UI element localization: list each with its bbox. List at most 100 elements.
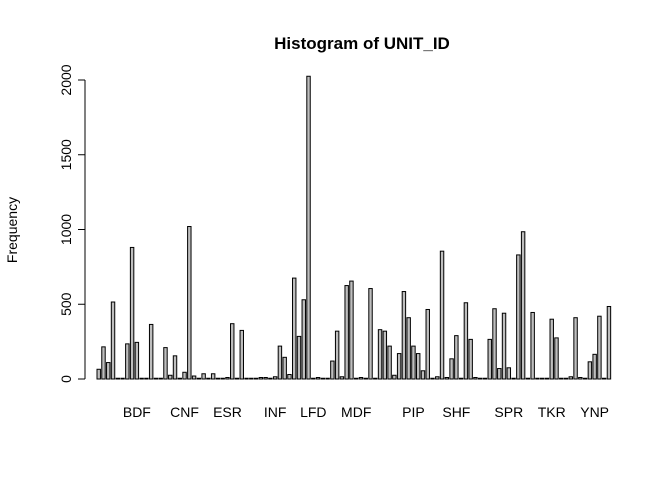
histogram-bar: [444, 377, 450, 380]
x-tick-label: YNP: [580, 404, 609, 420]
histogram-bar: [301, 299, 306, 380]
histogram-bar: [125, 343, 130, 380]
histogram-bar: [396, 353, 402, 380]
histogram-bar: [120, 377, 125, 380]
histogram-bar: [334, 330, 340, 380]
histogram-bar: [454, 335, 459, 380]
y-tick-label: 0: [58, 375, 74, 383]
histogram-bar: [401, 291, 407, 380]
x-tick-label: ESR: [213, 404, 242, 420]
chart-title: Histogram of UNIT_ID: [274, 34, 450, 53]
x-tick-label: INF: [264, 404, 287, 420]
histogram-bar: [477, 377, 483, 380]
histogram-bar: [230, 323, 235, 380]
histogram-bar: [101, 346, 106, 380]
histogram-bar: [597, 315, 602, 380]
histogram-bar: [578, 377, 583, 380]
histogram-bar: [344, 285, 349, 380]
histogram-bar: [415, 353, 421, 380]
histogram-bar: [601, 377, 607, 380]
histogram-bar: [239, 329, 244, 380]
histogram-bar: [144, 377, 149, 380]
histogram-bar: [220, 377, 225, 380]
histogram-bar: [592, 353, 597, 380]
histogram-bar: [497, 368, 502, 380]
histogram-bar: [187, 226, 192, 380]
histogram-bar: [215, 377, 221, 380]
histogram-bar: [377, 329, 383, 380]
histogram-bar: [110, 301, 116, 380]
histogram-bar: [163, 347, 168, 380]
y-tick-label: 500: [58, 292, 74, 316]
histogram-bar: [482, 377, 488, 380]
x-tick-label: PIP: [402, 404, 425, 420]
y-axis-title: Frequency: [4, 197, 20, 263]
histogram-bar: [358, 377, 364, 380]
histogram-bar: [363, 377, 368, 380]
histogram-bar: [492, 308, 497, 380]
histogram-bar: [287, 374, 292, 380]
histogram-bar: [153, 377, 159, 380]
y-tick-label: 1500: [58, 139, 74, 170]
histogram-bar: [587, 361, 593, 380]
histogram-bar: [191, 375, 197, 380]
histogram-bar: [392, 374, 397, 380]
histogram-bar: [115, 377, 120, 380]
histogram-bar: [506, 367, 512, 380]
histogram-bar: [544, 377, 550, 380]
y-tick-label: 1000: [58, 214, 74, 245]
histogram-bar: [206, 377, 211, 380]
histogram-bar: [201, 373, 206, 380]
histogram-bar: [339, 376, 345, 380]
histogram-bar: [168, 374, 173, 380]
y-tick-label: 2000: [58, 64, 74, 95]
histogram-bar: [525, 377, 531, 380]
bars-group: [96, 75, 612, 380]
y-axis: 0 500 1000 1500 2000: [58, 64, 86, 383]
histogram-bar: [129, 246, 135, 380]
x-tick-label: LFD: [300, 404, 326, 420]
histogram-bar: [449, 358, 454, 380]
histogram-bar: [158, 377, 163, 380]
histogram-bar: [249, 377, 254, 380]
histogram-bar: [582, 377, 588, 380]
histogram-bar: [263, 377, 268, 380]
histogram-bar: [559, 377, 564, 380]
histogram-bar: [182, 371, 187, 380]
histogram-bar: [539, 377, 545, 380]
histogram-bar: [516, 254, 521, 380]
histogram-bar: [468, 338, 473, 380]
histogram-bar: [463, 302, 469, 380]
histogram-bar: [425, 308, 430, 380]
histogram-bar: [325, 377, 330, 380]
histogram-bar: [473, 377, 478, 380]
x-tick-label: TKR: [538, 404, 566, 420]
histogram-bar: [296, 335, 302, 380]
histogram-bar: [435, 376, 440, 380]
histogram-bar: [430, 377, 435, 380]
histogram-bar: [368, 288, 373, 380]
histogram-bar: [177, 377, 182, 380]
x-tick-label: BDF: [123, 404, 151, 420]
histogram-bar: [272, 376, 278, 380]
histogram-bar: [373, 377, 378, 380]
histogram-bar: [244, 377, 249, 380]
x-tick-label: MDF: [341, 404, 371, 420]
histogram-bar: [406, 317, 411, 380]
x-tick-label: SPR: [494, 404, 523, 420]
histogram-bar: [354, 377, 359, 380]
histogram-bar: [549, 318, 554, 380]
histogram-bar: [458, 377, 464, 380]
histogram-bar: [268, 377, 273, 380]
histogram-bar: [196, 377, 202, 380]
histogram-bar: [134, 341, 140, 380]
histogram-bar: [253, 377, 259, 380]
histogram-bar: [568, 376, 574, 380]
histogram-bar: [487, 338, 492, 380]
histogram-bar: [349, 280, 354, 380]
histogram-bar: [315, 377, 321, 380]
histogram-bar: [210, 373, 216, 380]
histogram-bar: [172, 355, 178, 380]
histogram-bar: [234, 377, 240, 380]
